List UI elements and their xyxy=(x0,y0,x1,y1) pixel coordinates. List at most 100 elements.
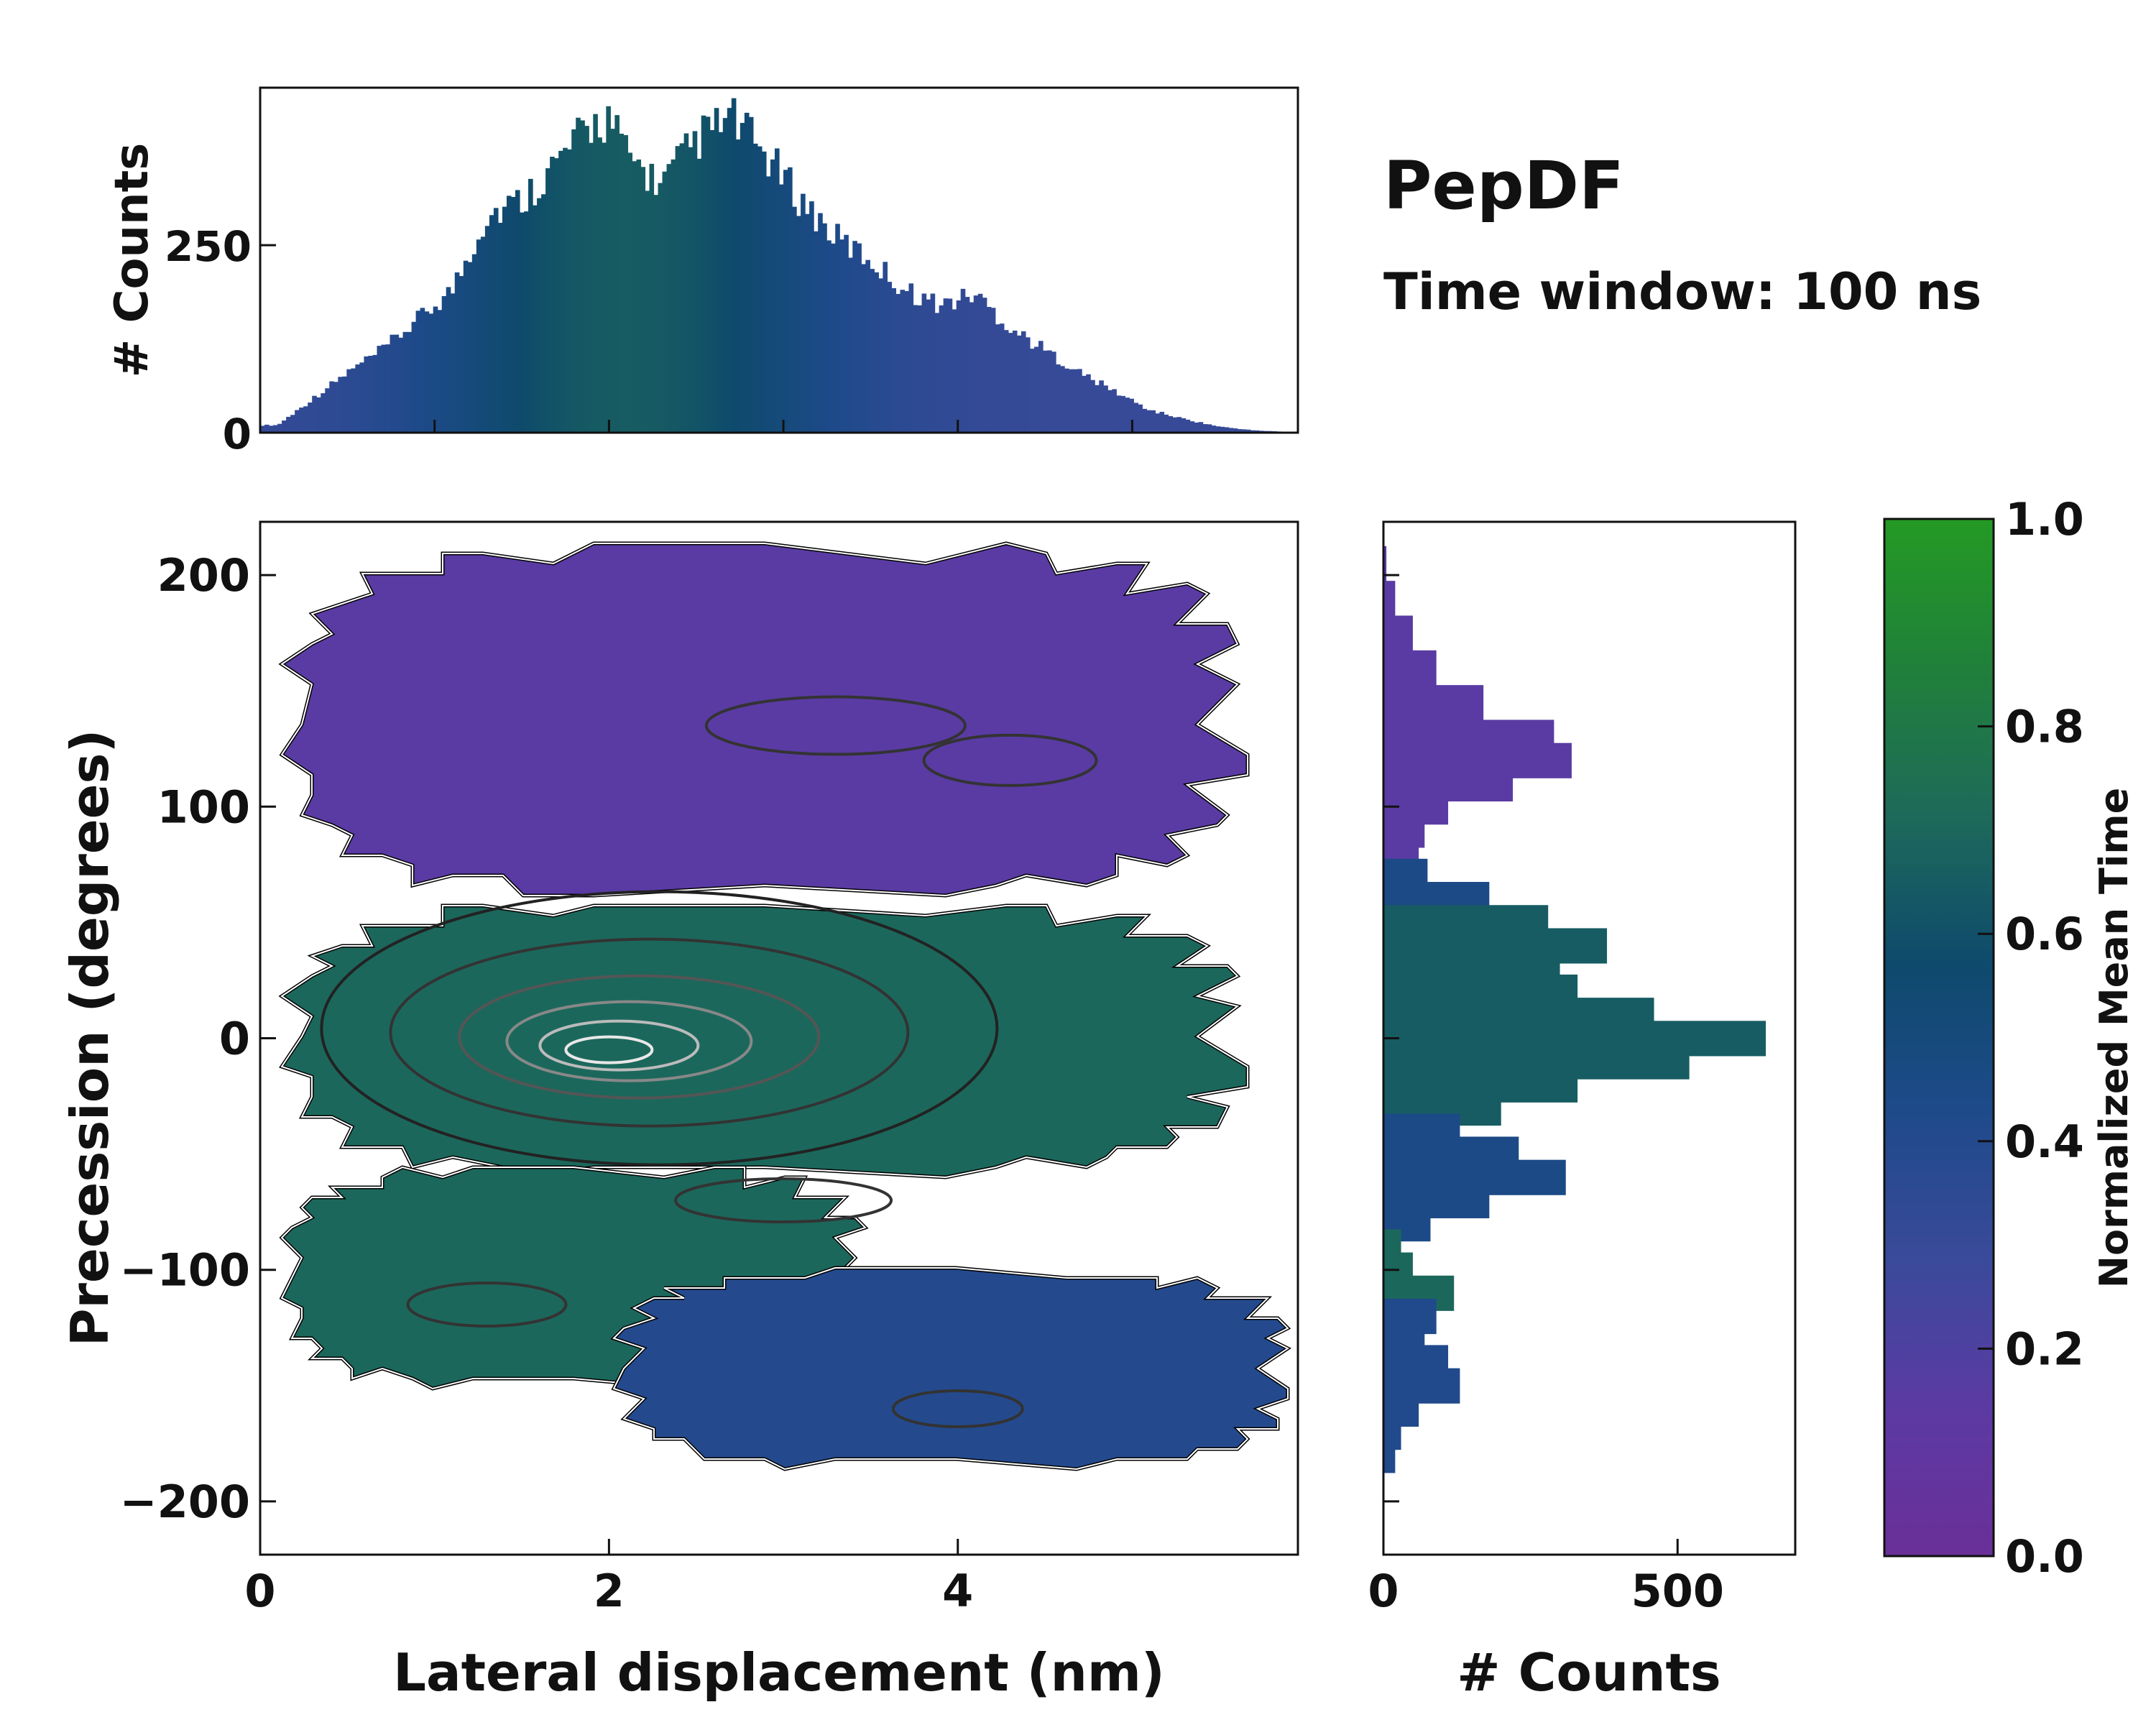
top-histogram-bar xyxy=(671,159,676,433)
main-ytick-label: 100 xyxy=(157,781,250,833)
top-histogram-bar xyxy=(1099,380,1104,433)
top-histogram-bar xyxy=(407,331,413,433)
top-histogram-bar xyxy=(463,260,469,433)
top-histogram-bar xyxy=(1086,374,1091,433)
top-histogram-bar xyxy=(947,298,953,433)
top-histogram-bar xyxy=(550,157,555,433)
top-histogram-bar xyxy=(995,324,1000,433)
density-contour xyxy=(406,1282,568,1328)
top-histogram-bar xyxy=(1077,369,1082,433)
top-histogram-bar xyxy=(415,310,421,433)
top-histogram-bar xyxy=(610,129,615,433)
top-histogram-bar xyxy=(342,376,347,433)
top-histogram-bar xyxy=(489,215,494,433)
top-histogram-bar xyxy=(1198,422,1204,433)
top-histogram-bar xyxy=(705,116,711,433)
top-histogram-bar xyxy=(502,206,507,433)
top-histogram-bar xyxy=(826,240,831,433)
top-histogram-bar xyxy=(411,321,417,433)
top-histogram-bar xyxy=(1189,421,1195,433)
top-histogram-bar xyxy=(1228,428,1234,433)
main-xtick-label: 4 xyxy=(942,1565,973,1617)
density-contour xyxy=(320,890,999,1167)
top-histogram-bar xyxy=(960,288,966,433)
top-histogram-bar xyxy=(1090,380,1095,433)
top-histogram-bar xyxy=(632,161,637,433)
top-histogram-bar xyxy=(308,402,313,433)
top-histogram-bar xyxy=(709,130,715,433)
top-histogram-bar xyxy=(1033,346,1039,433)
top-histogram-bar xyxy=(441,295,447,433)
top-histogram-bar xyxy=(1142,408,1148,433)
right-histogram: 0 500 # Counts xyxy=(1368,520,1797,1703)
top-histogram-bar xyxy=(1138,404,1143,433)
right-histogram-bar xyxy=(1383,685,1484,721)
top-histogram-bar xyxy=(792,206,797,433)
top-histogram-bar xyxy=(1181,418,1187,433)
top-histogram-bar xyxy=(584,126,589,433)
top-histogram-bar xyxy=(765,176,771,433)
heatmap-region xyxy=(278,903,1250,1179)
top-histogram-bar xyxy=(740,122,745,433)
top-histogram-bar xyxy=(1146,410,1152,433)
top-histogram-bar xyxy=(662,171,668,433)
top-histogram-bar xyxy=(757,146,763,433)
top-histogram-bar xyxy=(528,178,533,433)
top-histogram-bar xyxy=(982,298,987,433)
top-histogram-bar xyxy=(688,147,694,433)
top-histogram-bar xyxy=(1073,369,1078,433)
density-contour xyxy=(674,1177,893,1224)
top-histogram-bar xyxy=(1125,397,1130,433)
top-histogram-bar xyxy=(260,426,265,433)
heatmap-region xyxy=(278,541,1250,898)
colorbar-tick-label: 0.4 xyxy=(2005,1116,2084,1168)
top-histogram-bar xyxy=(1194,422,1199,433)
top-histogram-bar xyxy=(277,423,282,433)
top-histogram-bar xyxy=(497,222,503,433)
top-histogram-bar xyxy=(939,305,944,433)
top-histogram-bar xyxy=(844,234,849,433)
top-histogram-bar xyxy=(839,239,844,433)
top-histogram-bar xyxy=(1107,390,1112,433)
top-histogram-bar xyxy=(282,420,287,433)
top-histogram-bar xyxy=(783,170,788,433)
top-histogram-bar xyxy=(420,308,425,433)
top-histogram-bar xyxy=(1025,337,1031,433)
top-histogram-bar xyxy=(520,212,525,433)
top-histogram-bar xyxy=(303,406,308,433)
top-histogram-bar xyxy=(1224,427,1230,433)
top-histogram-bar xyxy=(627,152,633,433)
top-histogram-bar xyxy=(1233,428,1238,433)
density-contour xyxy=(458,974,821,1100)
top-histogram-bar xyxy=(537,198,542,433)
right-histogram-bar xyxy=(1383,1438,1396,1473)
top-histogram-bar xyxy=(973,295,979,433)
top-histogram-bar xyxy=(269,426,274,433)
top-histogram-bar xyxy=(1012,330,1018,433)
top-histogram-bar xyxy=(770,159,775,433)
density-contour xyxy=(704,695,967,756)
top-histogram-bar xyxy=(597,137,602,433)
density-contour xyxy=(922,733,1098,787)
right-histogram-bar xyxy=(1383,546,1387,581)
top-histogram-bar xyxy=(796,216,801,433)
top-histogram-bar xyxy=(943,298,949,433)
top-histogram-bar xyxy=(571,129,576,433)
top-histogram-bar xyxy=(533,205,538,433)
top-histogram-bar xyxy=(1016,335,1022,433)
heatmap-region-outline xyxy=(612,1267,1289,1471)
colorbar-gradient xyxy=(1883,518,1995,1558)
top-histogram-bar xyxy=(1120,395,1125,433)
top-histogram-bar xyxy=(999,323,1005,433)
top-histogram-bar xyxy=(290,415,295,433)
top-histogram-bar xyxy=(926,299,931,433)
top-histogram-bar xyxy=(913,305,918,433)
figure-title: PepDF xyxy=(1383,147,1624,224)
top-histogram-bar xyxy=(1202,424,1208,433)
top-histogram-bar xyxy=(286,416,291,433)
top-histogram-bar xyxy=(1116,395,1121,433)
top-histogram-bar xyxy=(874,272,879,433)
heatmap-region-outline xyxy=(280,542,1248,897)
top-histogram-bar xyxy=(805,213,810,433)
